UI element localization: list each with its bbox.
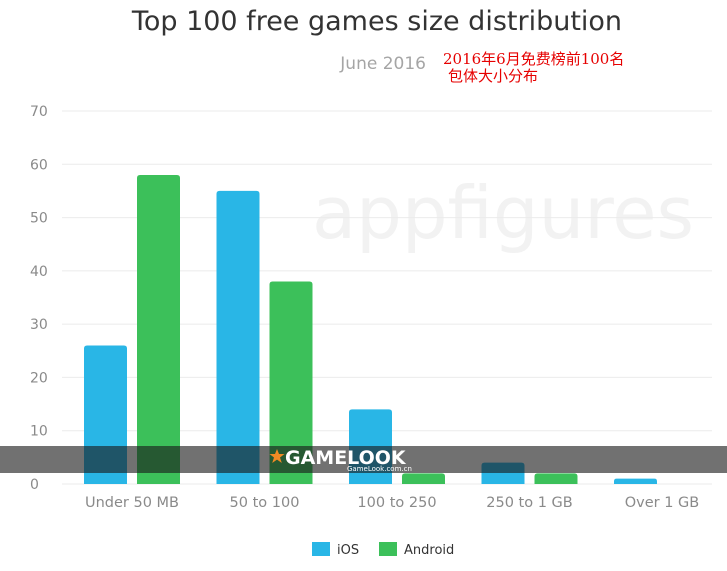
x-category-label: Over 1 GB (625, 495, 700, 511)
bar-ios-1 (216, 190, 260, 484)
y-tick-label: 70 (30, 104, 48, 120)
y-tick-label: 20 (30, 370, 48, 386)
banner-brand: GAMELOOK (285, 447, 407, 469)
y-tick-label: 50 (30, 211, 48, 227)
x-category-label: Under 50 MB (85, 495, 179, 511)
x-category-label: 50 to 100 (230, 495, 300, 511)
y-tick-label: 60 (30, 157, 48, 173)
annotation-line-2: 包体大小分布 (448, 67, 538, 85)
y-tick-label: 0 (30, 477, 39, 493)
legend-label-android: Android (404, 543, 454, 558)
legend-swatch-android (379, 542, 397, 556)
star-icon (269, 449, 285, 463)
bar-ios-4 (614, 478, 657, 484)
y-axis-ticks: 0 10 20 30 40 50 60 70 (30, 104, 48, 493)
y-tick-label: 10 (30, 424, 48, 440)
bar-android-1 (269, 281, 313, 484)
x-category-label: 250 to 1 GB (486, 495, 572, 511)
x-category-label: 100 to 250 (357, 495, 436, 511)
bar-android-0 (137, 174, 180, 484)
y-tick-label: 30 (30, 317, 48, 333)
legend-swatch-ios (312, 542, 330, 556)
x-axis-categories: Under 50 MB 50 to 100 100 to 250 250 to 1 G… (85, 495, 699, 511)
annotation-line-1: 2016年6月免费榜前100名 (443, 50, 624, 68)
appfigures-watermark: appfigures (312, 171, 694, 255)
gamelook-banner: GAMELOOK GameLook.com.cn (0, 446, 727, 473)
y-tick-label: 40 (30, 264, 48, 280)
legend-label-ios: iOS (337, 543, 359, 558)
banner-background (0, 446, 727, 473)
banner-url: GameLook.com.cn (347, 465, 412, 473)
chart-title: Top 100 free games size distribution (131, 6, 622, 37)
bar-android-2 (402, 473, 445, 484)
bars (84, 174, 657, 484)
bar-android-3 (534, 473, 578, 484)
legend: iOS Android (312, 542, 454, 558)
chart-subtitle: June 2016 (339, 54, 426, 74)
